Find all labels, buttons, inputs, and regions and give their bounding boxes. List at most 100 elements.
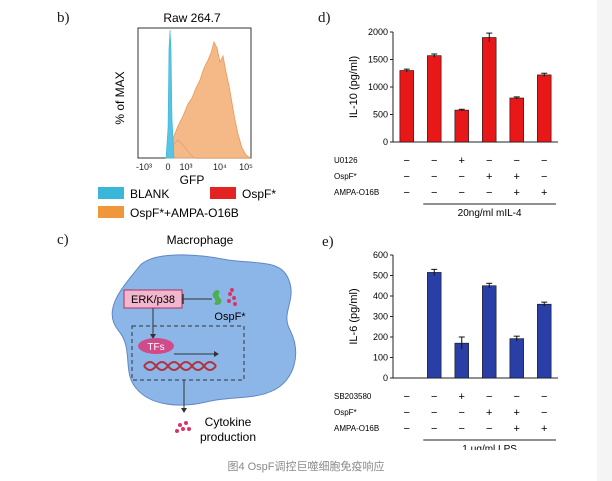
panel-b-xtick: 10³ — [179, 162, 192, 172]
bar — [509, 338, 524, 379]
bar — [399, 70, 414, 143]
tfs-oval — [138, 338, 174, 354]
condition-sign: − — [486, 155, 492, 167]
macrophage-label: Macrophage — [167, 233, 234, 247]
panel-b-legend: BLANK OspF* OspF*+AMPA-O16B — [98, 187, 276, 220]
panel-b-xtick: 10⁴ — [213, 162, 227, 172]
erk-p38-label: ERK/p38 — [131, 294, 175, 306]
condition-sign: − — [404, 187, 410, 199]
condition-row-label: AMPA-O16B — [334, 188, 379, 197]
bar — [482, 285, 497, 379]
panel-b-xtick: -10³ — [136, 162, 152, 172]
condition-row-label: OspF* — [334, 408, 357, 417]
bar — [537, 74, 552, 143]
y-axis-label: IL-6 (pg/ml) — [348, 288, 360, 344]
bar — [427, 272, 442, 379]
cytokine-label-2: production — [200, 430, 256, 444]
condition-sign: − — [459, 171, 465, 183]
panel-c-letter: c) — [57, 232, 69, 248]
condition-sign: − — [404, 171, 410, 183]
treatment-bracket-label: 20ng/ml mIL-4 — [458, 208, 522, 219]
y-axis-label: IL-10 (pg/ml) — [348, 56, 360, 118]
condition-sign: + — [541, 423, 547, 435]
bar — [509, 97, 524, 143]
panel-d-letter: d) — [318, 10, 331, 26]
figure-caption: 图4 OspF调控巨噬细胞免疫响应 — [227, 461, 385, 473]
condition-sign: − — [404, 391, 410, 403]
bar — [537, 303, 552, 379]
panel-c-macrophage-schematic: Macrophage ERK/p38 OspF* TFs Cytokine pr… — [111, 233, 297, 444]
legend-swatch-ospf — [210, 187, 236, 199]
histogram-ospf-ampa — [165, 40, 252, 159]
y-tick-label: 200 — [373, 332, 388, 342]
dna-helix-strand-icon — [143, 361, 217, 371]
bar — [482, 37, 497, 143]
panel-b-xticks: -10³ 0 10³ 10⁴ 10⁵ — [136, 162, 253, 172]
y-tick-label: 500 — [373, 271, 388, 281]
legend-swatch-blank — [98, 187, 124, 199]
panel-d-il10-chart: 0 500 1000 1500 2000 IL-10 (pg/ml) U0126 − − + − − −… — [334, 27, 558, 219]
nucleus-box — [131, 325, 245, 381]
legend-label-ospf: OspF* — [242, 187, 276, 201]
condition-sign: − — [541, 407, 547, 419]
cytokine-label-1: Cytokine — [205, 415, 252, 429]
condition-sign: + — [486, 171, 492, 183]
condition-sign: − — [486, 187, 492, 199]
y-tick-label: 1000 — [368, 82, 388, 92]
condition-sign: − — [541, 391, 547, 403]
panel-b-xtick: 0 — [165, 162, 170, 172]
condition-sign: − — [514, 391, 520, 403]
legend-label-ospf-ampa: OspF*+AMPA-O16B — [130, 206, 239, 220]
condition-row-label: U0126 — [334, 156, 358, 165]
page-edge — [597, 0, 612, 481]
ospf-protein-icon — [212, 288, 237, 306]
bar — [454, 109, 469, 143]
condition-sign: − — [431, 423, 437, 435]
legend-label-blank: BLANK — [130, 187, 169, 201]
tfs-label: TFs — [147, 342, 164, 353]
condition-row-label: SB203580 — [334, 392, 372, 401]
condition-sign: + — [514, 407, 520, 419]
treatment-bracket-label: 1 μg/ml LPS — [462, 444, 517, 450]
condition-sign: + — [514, 187, 520, 199]
panel-b-flow-histogram: Raw 264.7 % of MAX -10³ 0 10³ 10⁴ 10⁵ GF… — [98, 11, 276, 220]
condition-sign: − — [431, 155, 437, 167]
arrowhead — [150, 334, 156, 339]
condition-sign: − — [431, 391, 437, 403]
ospf-label: OspF* — [214, 311, 246, 323]
y-tick-label: 0 — [383, 373, 388, 383]
panel-b-ylabel: % of MAX — [113, 71, 127, 124]
panel-b-letter: b) — [57, 10, 70, 26]
condition-sign: − — [486, 423, 492, 435]
y-tick-label: 2000 — [368, 27, 388, 37]
y-tick-label: 400 — [373, 291, 388, 301]
legend-swatch-ospf-ampa — [98, 206, 124, 218]
condition-sign: − — [404, 155, 410, 167]
condition-sign: − — [486, 391, 492, 403]
arrowhead — [214, 351, 219, 357]
cytokine-particles-icon — [175, 421, 191, 433]
condition-sign: − — [431, 171, 437, 183]
condition-sign: + — [541, 187, 547, 199]
condition-sign: − — [541, 171, 547, 183]
y-tick-label: 500 — [373, 110, 388, 120]
panel-e-letter: e) — [322, 234, 334, 250]
panel-b-xtick: 10⁵ — [239, 162, 253, 172]
y-tick-label: 300 — [373, 312, 388, 322]
condition-sign: − — [459, 423, 465, 435]
arrowhead — [181, 408, 187, 413]
panel-b-title: Raw 264.7 — [163, 11, 221, 25]
bar — [427, 55, 442, 143]
condition-sign: − — [541, 155, 547, 167]
condition-sign: + — [514, 423, 520, 435]
condition-sign: − — [431, 407, 437, 419]
condition-row-label: AMPA-O16B — [334, 424, 379, 433]
panel-e-il6-chart: 0 100 200 300 400 500 600 IL-6 (pg/ml) SB203580 −… — [334, 250, 558, 450]
condition-row-label: OspF* — [334, 172, 357, 181]
condition-sign: − — [459, 187, 465, 199]
histogram-blank — [165, 29, 175, 159]
y-tick-label: 0 — [383, 137, 388, 147]
condition-sign: − — [404, 407, 410, 419]
panel-b-xlabel: GFP — [180, 173, 205, 187]
condition-sign: + — [459, 391, 465, 403]
